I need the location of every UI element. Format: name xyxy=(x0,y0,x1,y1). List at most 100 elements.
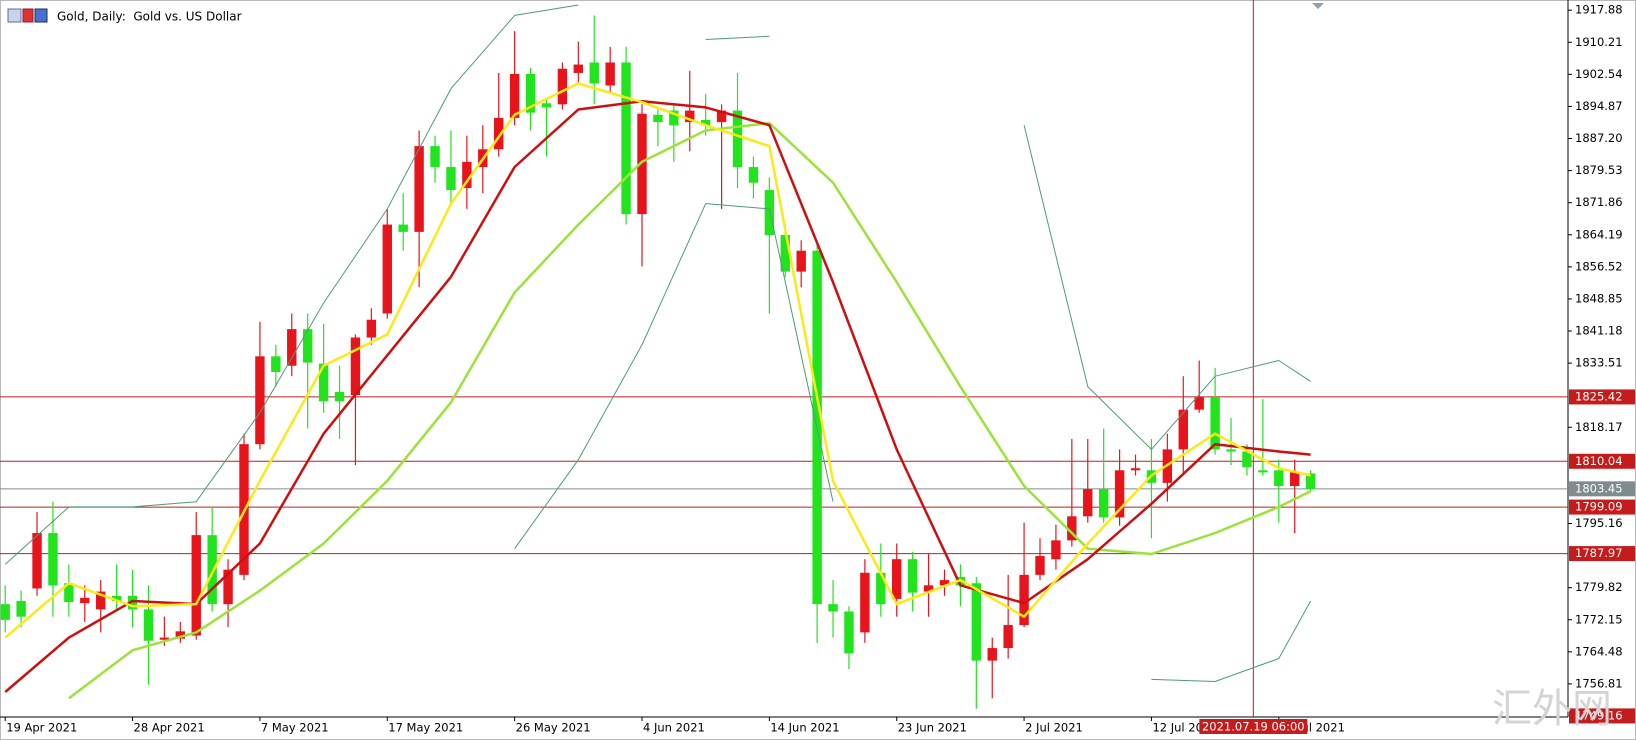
candle-body xyxy=(1305,473,1316,489)
indicator-line xyxy=(68,121,1312,700)
candle-body xyxy=(32,533,42,589)
y-tick-label: 1894.87 xyxy=(1575,99,1623,113)
candle-body xyxy=(207,535,217,605)
y-tick-label: 1833.51 xyxy=(1575,356,1623,370)
candle-body xyxy=(1210,397,1220,450)
candle-body xyxy=(366,319,377,338)
candle-body xyxy=(1130,468,1141,471)
candle-body xyxy=(844,611,854,654)
candle-body xyxy=(143,609,154,641)
candle-body xyxy=(446,167,456,191)
candle-body xyxy=(111,595,122,602)
candle-body xyxy=(923,585,934,592)
candle-body xyxy=(80,597,90,604)
icon xyxy=(7,8,22,23)
candle-body xyxy=(1194,397,1204,410)
candle-body xyxy=(796,250,806,272)
candle-body xyxy=(716,110,727,123)
candle-body xyxy=(1003,625,1013,649)
candle-body xyxy=(685,110,695,123)
candle-body xyxy=(621,62,631,215)
y-tick-label: 1848.85 xyxy=(1575,291,1623,305)
candle-body xyxy=(159,637,170,640)
candle-body xyxy=(1226,449,1236,452)
level-label: 1787.97 xyxy=(1575,546,1623,560)
candle-body xyxy=(509,73,520,118)
candle-body xyxy=(1290,472,1300,486)
candle-body xyxy=(780,235,790,272)
candle-body xyxy=(127,595,138,610)
candle-body xyxy=(318,363,329,402)
candle-body xyxy=(191,535,201,636)
candle-body xyxy=(334,391,345,402)
y-tick-label: 1779.82 xyxy=(1575,580,1623,594)
y-tick-label: 1856.52 xyxy=(1575,259,1623,273)
crosshair-price-box xyxy=(1569,708,1635,724)
candle-body xyxy=(64,583,74,603)
indicator-line xyxy=(514,203,834,549)
candle-body xyxy=(1258,470,1268,473)
candle-body xyxy=(541,103,552,108)
level-box xyxy=(1569,546,1635,562)
candle-body xyxy=(1035,556,1045,575)
candle-body xyxy=(637,113,647,215)
candle-body xyxy=(605,62,615,86)
candle-body xyxy=(414,146,424,232)
candle-body xyxy=(398,224,408,232)
watermark: 汇外网 xyxy=(1492,686,1612,732)
candle-body xyxy=(382,224,392,314)
x-tick-label: 2 Jul 2021 xyxy=(1025,721,1083,735)
candle-body xyxy=(1019,574,1029,626)
y-tick-label: 1910.21 xyxy=(1575,35,1623,49)
candle-body xyxy=(494,117,504,150)
current-price-label: 1803.45 xyxy=(1575,481,1623,495)
indicator-line xyxy=(1023,125,1311,450)
candle-body xyxy=(1274,470,1284,486)
candle-body xyxy=(1098,489,1109,518)
y-tick-label: 1756.81 xyxy=(1575,676,1623,690)
x-tick-label: 23 Jun 2021 xyxy=(898,721,967,735)
icon xyxy=(34,8,48,23)
candle-body xyxy=(430,146,440,168)
level-label: 1825.42 xyxy=(1575,389,1623,403)
candle-body xyxy=(0,604,10,620)
candle-body xyxy=(828,604,838,612)
candle-body xyxy=(589,62,599,84)
candle-body xyxy=(732,110,743,168)
current-price-box xyxy=(1569,481,1635,497)
level-label: 1799.09 xyxy=(1575,500,1623,514)
y-tick-label: 1879.53 xyxy=(1575,163,1623,177)
chart-title: Gold, Daily: Gold vs. US Dollar xyxy=(57,10,242,24)
axes: 1917.88 1910.21 1902.54 1894.87 1887.20 1879.… xyxy=(4,3,1635,735)
level-box xyxy=(1569,499,1635,515)
crosshair-time-box xyxy=(1199,719,1308,734)
candle-body xyxy=(525,73,536,113)
candle-body xyxy=(987,648,997,661)
candle-body xyxy=(302,329,313,363)
symbol-icons xyxy=(7,8,48,23)
y-tick-label: 1841.18 xyxy=(1575,324,1623,338)
crosshair-time-label: 2021.07.19 06:00 xyxy=(1202,720,1305,734)
candle-body xyxy=(287,329,297,366)
candle-body xyxy=(876,572,886,605)
icon xyxy=(22,8,34,23)
y-tick-label: 1871.86 xyxy=(1575,195,1623,209)
candle-body xyxy=(1114,470,1125,518)
candle-body xyxy=(1051,540,1061,560)
x-tick-label: 4 Jun 2021 xyxy=(643,721,705,735)
crosshair-price-label: 1749.16 xyxy=(1575,708,1623,722)
x-tick-label: 17 May 2021 xyxy=(388,721,463,735)
x-tick-label: 7 May 2021 xyxy=(261,721,329,735)
y-tick-label: 1818.17 xyxy=(1575,420,1623,434)
candle-body xyxy=(971,583,982,661)
x-tick-label: 26 May 2021 xyxy=(516,721,591,735)
candle-body xyxy=(223,569,233,605)
y-tick-label: 1864.19 xyxy=(1575,227,1623,241)
candle-body xyxy=(1067,516,1077,541)
candle-body xyxy=(860,572,870,633)
candle-body xyxy=(48,533,58,586)
candle-body xyxy=(1242,451,1252,468)
candle-body xyxy=(462,161,472,188)
x-tick-label: 14 Jun 2021 xyxy=(770,721,839,735)
